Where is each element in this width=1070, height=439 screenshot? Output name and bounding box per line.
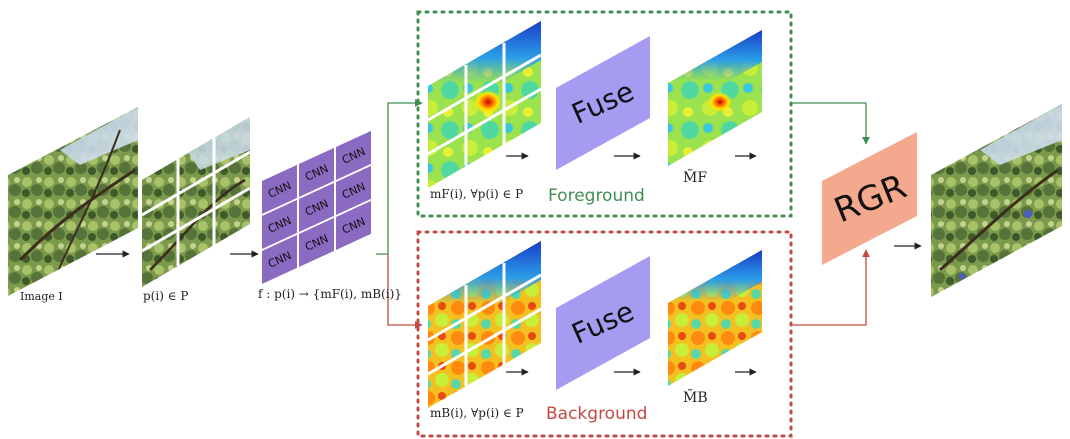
- patches-label: p(i) ∈ P: [143, 289, 189, 303]
- arrow-cnn-to-background: [387, 254, 423, 329]
- arrow-background-to-rgr: [791, 249, 870, 326]
- cnn-block: [262, 199, 297, 249]
- background-title: Background: [546, 404, 648, 424]
- fused-foreground-label: M̃F: [683, 170, 708, 186]
- cnn-block: [299, 182, 334, 232]
- background-patch-maps: [427, 241, 542, 408]
- output-image: [931, 104, 1062, 297]
- fuse-block-foreground: Fuse: [556, 36, 650, 170]
- input-image-label: Image I: [20, 290, 63, 303]
- cnn-block: [336, 165, 371, 215]
- arrow-foreground-to-rgr: [791, 102, 870, 145]
- foreground-title: Foreground: [548, 186, 645, 206]
- cnn-block: [336, 130, 371, 180]
- foreground-region: [416, 10, 793, 218]
- background-maps-label: mB(i), ∀p(i) ∈ P: [430, 406, 524, 420]
- arrow-cnn-to-foreground: [376, 99, 423, 255]
- rgr-block: RGR: [822, 132, 917, 265]
- fused-foreground-map: [668, 30, 762, 166]
- fused-background-map: [668, 250, 762, 386]
- cnn-block: [262, 234, 297, 284]
- foreground-maps-label: mF(i), ∀p(i) ∈ P: [430, 187, 524, 201]
- background-region: [416, 230, 793, 438]
- cnn-block: [336, 200, 371, 250]
- foreground-patch-maps: [427, 21, 542, 188]
- cnn-block: [262, 164, 297, 214]
- cnn-mapping-label: f : p(i) → {mF(i), mB(i)}: [258, 287, 402, 301]
- cnn-block: [299, 147, 334, 197]
- fuse-block-background: Fuse: [556, 256, 650, 390]
- cnn-block: [299, 217, 334, 267]
- input-image: [8, 107, 138, 296]
- fused-background-label: M̃B: [683, 390, 708, 406]
- image-patches: [141, 117, 251, 287]
